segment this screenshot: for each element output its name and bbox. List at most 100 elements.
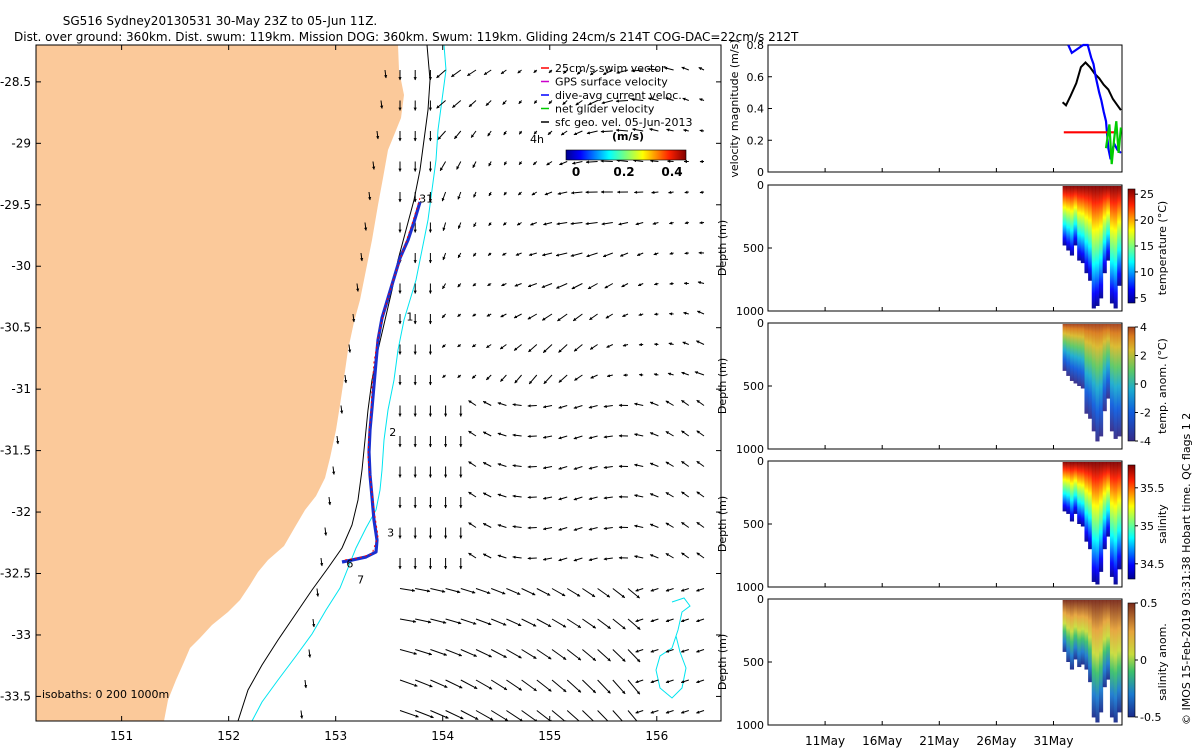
profile-column	[1095, 462, 1100, 585]
velocity-vector	[415, 679, 433, 688]
profile-column	[1113, 324, 1118, 439]
velocity-vector	[558, 435, 568, 440]
velocity-vector	[518, 130, 523, 135]
panel-colorbar	[1127, 188, 1136, 304]
velocity-vector	[696, 310, 705, 315]
velocity-vector	[512, 403, 522, 407]
velocity-vector	[650, 618, 659, 623]
velocity-vector	[622, 343, 629, 347]
figure-title: SG516 Sydney20130531 30-May 23Z to 05-Ju…	[62, 14, 378, 28]
velocity-vector	[490, 679, 508, 691]
velocity-vector	[682, 97, 689, 101]
y-tick-label: 0	[757, 317, 764, 330]
velocity-vector	[533, 100, 538, 104]
velocity-vector	[430, 588, 446, 593]
colorbar-label: temp. anom. (°C)	[1156, 338, 1169, 434]
land-mass	[36, 45, 404, 721]
velocity-vector	[506, 588, 521, 595]
profile-column	[1099, 600, 1104, 713]
velocity-vector	[487, 252, 492, 256]
velocity-vector	[502, 222, 507, 226]
velocity-vector	[558, 557, 568, 562]
map-y-tick-label: -31.5	[0, 444, 31, 458]
map-x-tick-label: 154	[431, 729, 454, 743]
velocity-vector	[497, 463, 507, 467]
map-y-tick-label: -33	[11, 628, 31, 642]
velocity-vector	[473, 191, 477, 198]
velocity-vector	[648, 97, 659, 101]
velocity-vector	[512, 525, 522, 529]
velocity-vector	[475, 618, 492, 626]
velocity-vector	[566, 588, 581, 597]
velocity-vector	[597, 679, 611, 694]
velocity-vector	[566, 618, 582, 629]
velocity-vector	[454, 130, 462, 140]
legend-entry: 25cm/s swim vector	[555, 62, 666, 75]
velocity-vector	[603, 435, 613, 439]
credit-text: © IMOS 15-Feb-2019 03:31:38 Hobart time.…	[1180, 412, 1193, 725]
velocity-vector	[460, 710, 479, 720]
velocity-vector	[445, 679, 463, 689]
velocity-vector	[441, 191, 447, 202]
profile-column	[1073, 324, 1078, 384]
velocity-vector	[399, 649, 418, 655]
velocity-vector	[615, 99, 629, 103]
colorbar-tick-label: 25	[1140, 188, 1154, 201]
velocity-vector	[541, 313, 553, 321]
velocity-vector	[696, 491, 705, 498]
profile-column	[1084, 600, 1089, 670]
colorbar-tick-label: 5	[1140, 292, 1147, 305]
profile-column	[1066, 462, 1071, 514]
profile-column	[1073, 462, 1078, 514]
velocity-vector	[415, 649, 433, 656]
velocity-vector	[500, 69, 507, 75]
panel-colorbar	[1127, 464, 1136, 580]
time-axis: 11May 16May 21May 26May 31May	[805, 168, 1074, 748]
profile-column	[1095, 600, 1100, 723]
velocity-vector	[472, 313, 477, 317]
profile-column	[1069, 462, 1075, 522]
velocity-vector	[631, 98, 644, 102]
velocity-vector	[680, 679, 689, 684]
profile-column	[1091, 462, 1096, 582]
velocity-vector	[490, 710, 509, 721]
velocity-vector	[585, 160, 598, 164]
velocity-vector	[503, 191, 507, 196]
velocity-vector	[634, 555, 644, 559]
velocity-vector	[570, 221, 583, 226]
velocity-vector	[503, 130, 507, 136]
colorbar-ticks: 0 0.2 0.4	[572, 165, 683, 179]
velocity-vector	[506, 679, 523, 691]
profile-column	[1080, 600, 1085, 665]
velocity-vector	[665, 461, 674, 467]
x-tick-label: 31May	[1033, 734, 1073, 748]
profile-column	[1117, 324, 1122, 437]
colorbar-tick-label: 0.4	[661, 165, 682, 179]
velocity-vector	[399, 588, 416, 592]
profile-column	[1106, 600, 1111, 680]
profile-column	[1102, 186, 1107, 274]
velocity-vector	[589, 69, 598, 76]
profile-column	[1084, 462, 1089, 542]
velocity-vector	[558, 344, 568, 353]
colorbar-label: salinity anom.	[1156, 623, 1169, 701]
velocity-vector	[601, 100, 613, 105]
velocity-vector	[468, 400, 477, 406]
y-tick-label: 0.2	[747, 134, 765, 147]
velocity-vector	[683, 128, 689, 133]
map-y-tick-label: -31	[11, 382, 31, 396]
velocity-vector	[376, 130, 380, 140]
velocity-vector	[372, 161, 376, 170]
velocity-vector	[457, 343, 462, 348]
velocity-vector	[430, 679, 448, 688]
velocity-vector	[683, 311, 689, 315]
velocity-vector	[605, 313, 614, 319]
velocity-vector	[445, 618, 462, 625]
velocity-vector	[696, 399, 705, 406]
velocity-vector	[699, 129, 705, 133]
velocity-vector	[589, 344, 598, 350]
velocity-vector	[665, 400, 674, 406]
legend-entry: GPS surface velocity	[555, 76, 668, 89]
velocity-vector	[548, 100, 553, 105]
